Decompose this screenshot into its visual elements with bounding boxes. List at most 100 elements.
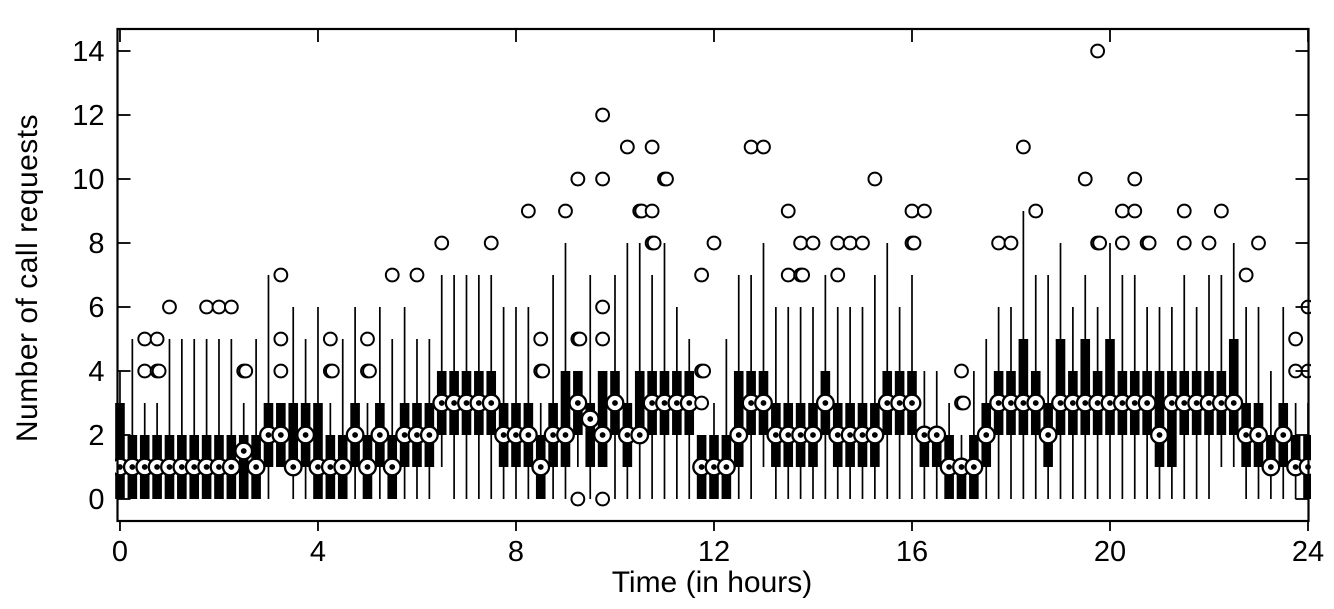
median-marker (679, 393, 699, 413)
median-marker (1224, 393, 1244, 413)
median-marker (902, 393, 922, 413)
outlier-marker (780, 267, 796, 283)
outlier-marker (1090, 43, 1106, 59)
box-rect (1018, 339, 1029, 435)
box-rect (560, 371, 571, 467)
outlier-marker (151, 363, 167, 379)
outlier-marker (533, 331, 549, 347)
outlier-marker (780, 203, 796, 219)
outlier-marker (646, 235, 662, 251)
outlier-marker (535, 363, 551, 379)
outlier-marker (273, 331, 289, 347)
outlier-marker (570, 491, 586, 507)
outlier-marker (805, 235, 821, 251)
outlier-marker (795, 267, 811, 283)
median-marker (593, 425, 613, 445)
box-rect (1080, 339, 1091, 435)
outlier-marker (867, 171, 883, 187)
outlier-marker (1114, 235, 1130, 251)
box-rect (115, 403, 125, 499)
median-marker (1249, 425, 1268, 445)
median-marker (754, 393, 773, 413)
y-tick-label: 2 (88, 420, 104, 452)
y-tick-label: 0 (88, 484, 104, 516)
x-tick-label: 16 (896, 536, 928, 568)
outlier-marker (360, 331, 375, 347)
outlier-marker (644, 139, 660, 155)
median-marker (716, 457, 736, 477)
box-rect (1167, 371, 1177, 467)
outlier-marker (595, 299, 611, 315)
outlier-marker (483, 235, 499, 251)
median-marker (803, 425, 823, 445)
outlier-marker (1028, 203, 1044, 219)
outlier-marker (1176, 235, 1192, 251)
outlier-marker (1003, 235, 1019, 251)
outlier-marker (137, 363, 153, 379)
outlier-marker (595, 107, 611, 123)
median-marker (605, 393, 625, 413)
outlier-marker (595, 491, 611, 507)
box-rect (585, 403, 596, 467)
outlier-marker (409, 267, 425, 283)
outlier-marker (906, 235, 922, 251)
box-rect (288, 403, 299, 467)
outlier-marker (756, 139, 771, 155)
x-tick-label: 0 (112, 536, 128, 568)
box-rect (313, 403, 323, 499)
y-tick-label: 14 (72, 36, 104, 68)
x-tick-label: 20 (1094, 536, 1126, 568)
median-marker (333, 457, 353, 477)
median-marker (927, 425, 947, 445)
outlier-marker (793, 235, 809, 251)
box-rect (1290, 435, 1301, 467)
median-marker (246, 457, 266, 477)
median-marker (630, 425, 650, 445)
outlier-marker (855, 235, 870, 251)
outlier-marker (1015, 139, 1031, 155)
x-tick-label: 12 (698, 536, 730, 568)
outlier-marker (694, 267, 710, 283)
outlier-marker (322, 331, 338, 347)
median-marker (221, 457, 241, 477)
outlier-marker (1127, 203, 1143, 219)
median-marker (1026, 393, 1046, 413)
outlier-marker (162, 299, 177, 315)
median-marker (976, 425, 996, 445)
box-rect (634, 371, 645, 435)
outlier-marker (1251, 235, 1266, 251)
outlier-marker (1127, 171, 1143, 187)
outlier-marker (572, 331, 588, 347)
outlier-marker (199, 299, 215, 315)
outlier-marker (706, 235, 722, 251)
y-tick-label: 12 (72, 100, 104, 132)
y-tick-label: 6 (88, 292, 104, 324)
outlier-marker (1077, 171, 1093, 187)
outlier-marker (324, 363, 340, 379)
median-marker (271, 425, 291, 445)
outlier-marker (1213, 203, 1229, 219)
median-marker (345, 425, 365, 445)
outlier-marker (558, 203, 573, 219)
outlier-marker (991, 235, 1007, 251)
outlier-marker (1141, 235, 1157, 251)
box-rect (238, 435, 249, 499)
median-marker (419, 425, 439, 445)
outlier-marker (743, 139, 759, 155)
outlier-marker (434, 235, 450, 251)
x-tick-label: 4 (310, 536, 326, 568)
outlier-marker (520, 203, 536, 219)
box-rect (1154, 371, 1165, 467)
outlier-marker (595, 171, 611, 187)
outlier-marker (830, 235, 846, 251)
outlier-marker (916, 203, 932, 219)
outlier-marker (211, 299, 227, 315)
outlier-marker (954, 363, 969, 379)
median-marker (234, 441, 254, 461)
median-marker (1150, 425, 1169, 445)
median-marker (1137, 393, 1157, 413)
median-marker (580, 409, 600, 429)
box-rect (597, 371, 608, 467)
